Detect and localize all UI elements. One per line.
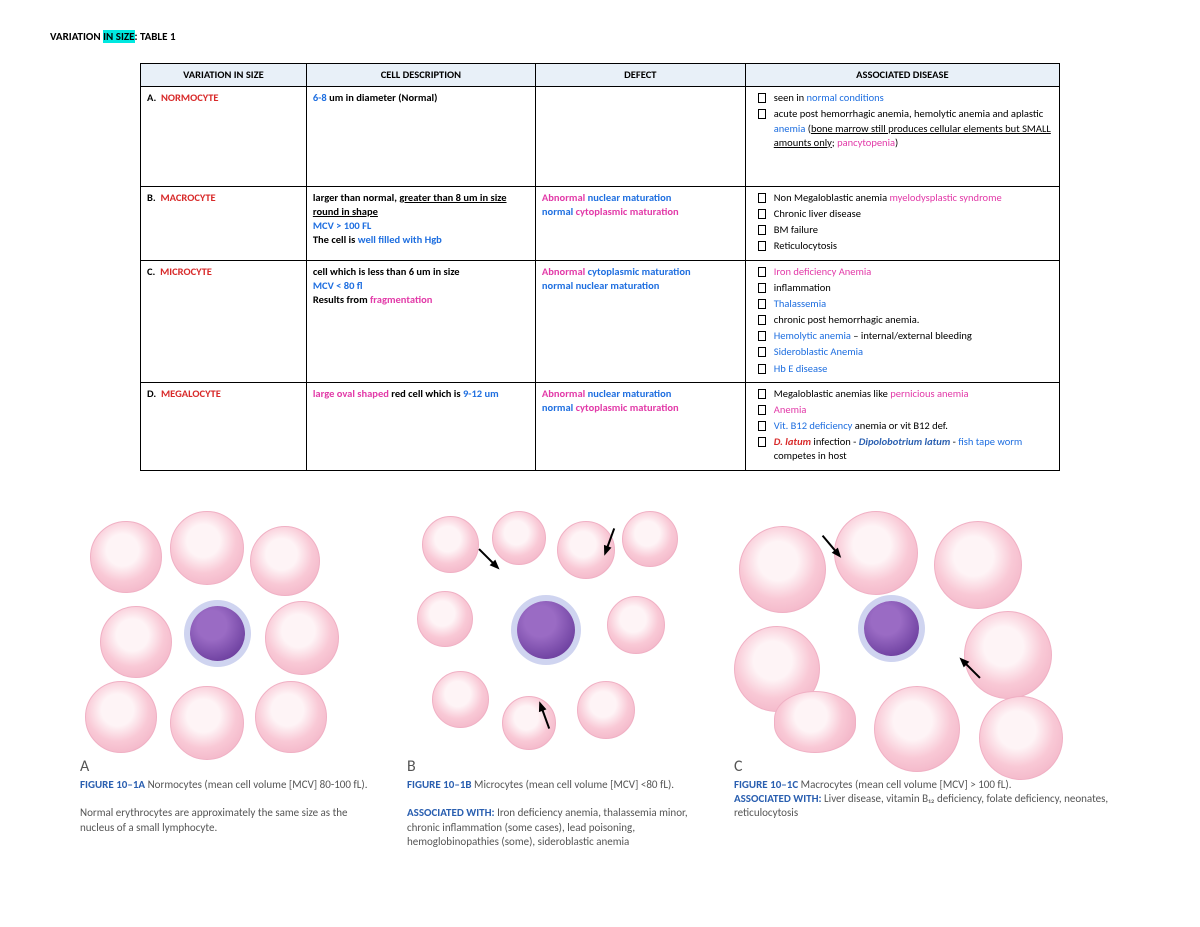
smear-b [407,511,687,751]
cell-disease: Megaloblastic anemias like pernicious an… [745,382,1059,470]
cell-desc: large oval shaped red cell which is 9-12… [306,382,535,470]
title-post: : TABLE 1 [135,30,176,43]
cell-desc: cell which is less than 6 um in size MCV… [306,260,535,382]
cell-defect: Abnormal nuclear maturation normal cytop… [535,382,745,470]
fig-caption-b: FIGURE 10–1B Microcytes (mean cell volum… [407,778,704,849]
fig-label-b: B [407,757,704,776]
cell-desc: 6-8 um in diameter (Normal) [306,87,535,187]
figures-row: A FIGURE 10–1A Normocytes (mean cell vol… [50,511,1150,849]
cell-disease: Non Megaloblastic anemia myelodysplastic… [745,186,1059,260]
fig-caption-a: FIGURE 10–1A Normocytes (mean cell volum… [80,778,377,835]
th-variation: VARIATION IN SIZE [141,64,307,87]
figure-c: C FIGURE 10–1C Macrocytes (mean cell vol… [734,511,1120,821]
smear-c [734,511,1074,751]
cell-name: B. MACROCYTE [141,186,307,260]
header-row: VARIATION IN SIZE CELL DESCRIPTION DEFEC… [141,64,1060,87]
row-macrocyte: B. MACROCYTE larger than normal, greater… [141,186,1060,260]
row-megalocyte: D. MEGALOCYTE large oval shaped red cell… [141,382,1060,470]
cell-disease: Iron deficiency Anemia inflammation Thal… [745,260,1059,382]
cell-disease: seen in normal conditions acute post hem… [745,87,1059,187]
cell-name: C. MICROCYTE [141,260,307,382]
cell-defect [535,87,745,187]
row-normocyte: A. NORMOCYTE 6-8 um in diameter (Normal)… [141,87,1060,187]
th-disease: ASSOCIATED DISEASE [745,64,1059,87]
cell-name: D. MEGALOCYTE [141,382,307,470]
row-microcyte: C. MICROCYTE cell which is less than 6 u… [141,260,1060,382]
page-title: VARIATION IN SIZE: TABLE 1 [50,30,1150,43]
fig-label-a: A [80,757,377,776]
title-highlight: IN SIZE [103,30,134,43]
smear-a [80,511,360,751]
th-description: CELL DESCRIPTION [306,64,535,87]
cell-name: A. NORMOCYTE [141,87,307,187]
fig-caption-c: FIGURE 10–1C Macrocytes (mean cell volum… [734,778,1120,821]
cell-defect: Abnormal cytoplasmic maturation normal n… [535,260,745,382]
variation-table: VARIATION IN SIZE CELL DESCRIPTION DEFEC… [140,63,1060,471]
cell-defect: Abnormal nuclear maturation normal cytop… [535,186,745,260]
title-pre: VARIATION [50,30,103,43]
figure-a: A FIGURE 10–1A Normocytes (mean cell vol… [80,511,377,835]
cell-desc: larger than normal, greater than 8 um in… [306,186,535,260]
th-defect: DEFECT [535,64,745,87]
figure-b: B FIGURE 10–1B Microcytes (mean cell vol… [407,511,704,849]
